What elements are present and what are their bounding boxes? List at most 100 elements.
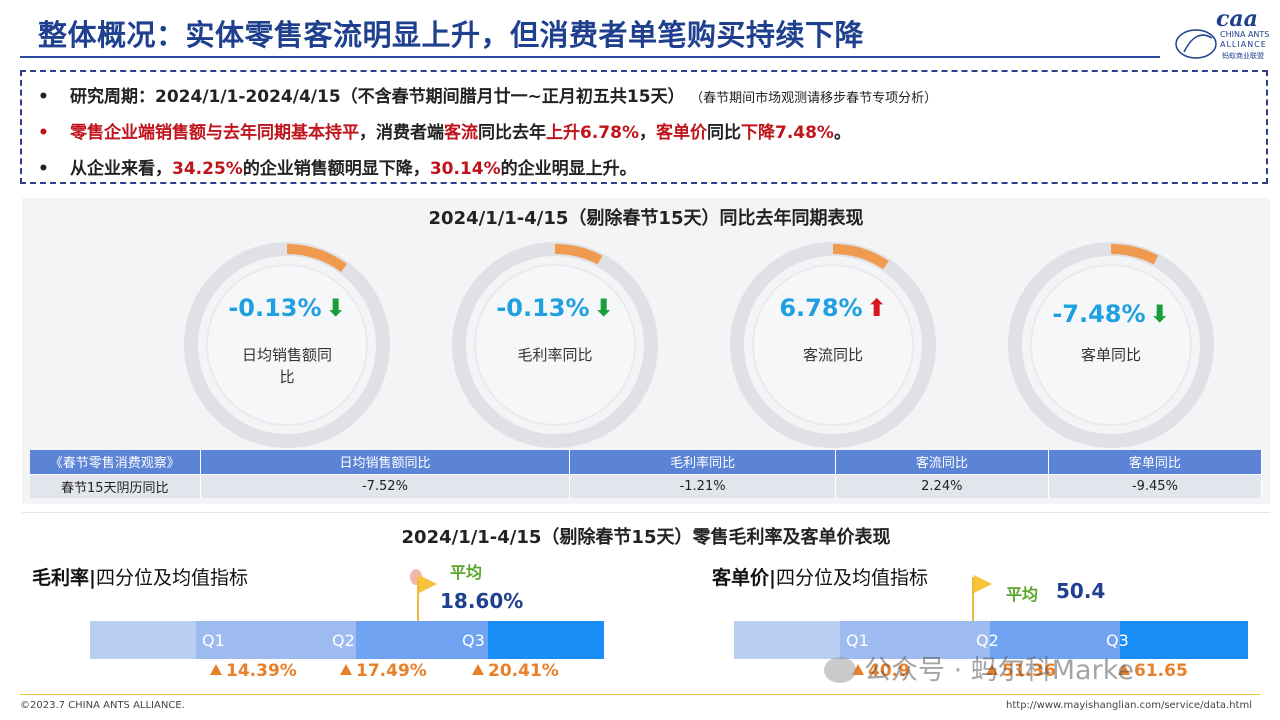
period-text: 研究周期：2024/1/1-2024/4/15（不含春节期间腊月廿一~正月初五共… <box>70 87 685 107</box>
quartile-label: Q2 <box>976 631 999 650</box>
bar-segment-above-q3 <box>1120 621 1248 659</box>
quartile-value-text: 51.36 <box>1002 661 1056 681</box>
flag-pole <box>972 577 974 629</box>
sales-text-8: 同比 <box>706 123 741 143</box>
ticket-subtitle: 客单价|四分位及均值指标 <box>712 563 928 590</box>
summary-box: • 研究周期：2024/1/1-2024/4/15（不含春节期间腊月廿一~正月初五… <box>20 70 1268 184</box>
triangle-up-icon <box>472 664 484 675</box>
quartile-value-text: 14.39% <box>226 661 297 681</box>
table-header: 《春节零售消费观察》 <box>30 450 201 474</box>
flag-icon <box>974 575 992 593</box>
logo-line3: 蚂蚁商业联盟 <box>1222 52 1264 60</box>
watermark-text: 公众号 · 蚂尔科Marke <box>864 655 1134 686</box>
quartile-panel: 2024/1/1-4/15（剔除春节15天）零售毛利率及客单价表现 毛利率|四分… <box>22 512 1270 694</box>
quartile-title: 2024/1/1-4/15（剔除春节15天）零售毛利率及客单价表现 <box>401 527 891 548</box>
ticket-avg-word: 平均 <box>1006 585 1039 604</box>
table-cell: -1.21% <box>569 473 836 498</box>
enterprise-text-1: 从企业来看， <box>70 159 172 179</box>
ticket-avg-value: 50.4 <box>1056 579 1106 603</box>
quartile-value-text: 61.65 <box>1134 661 1188 681</box>
wechat-watermark: 公众号 · 蚂尔科Marke <box>824 648 1134 687</box>
quartile-value: 20.41% <box>472 661 559 681</box>
wechat-icon <box>824 657 856 683</box>
logo-line2: ALLIANCE <box>1220 40 1267 49</box>
margin-quartile-bar: Q1 Q2 Q3 <box>90 621 604 659</box>
gauge-label: 客流同比 <box>802 346 863 364</box>
bar-segment-q2-q3 <box>990 621 1120 659</box>
quartile-label: Q3 <box>462 631 485 650</box>
gauge-value-row: -0.13% ⬇ <box>202 294 372 322</box>
gauge-ring-icon <box>184 242 390 448</box>
sales-text-10: 。 <box>833 123 851 143</box>
quartile-label: Q1 <box>202 631 225 650</box>
gauge-label: 客单同比 <box>1080 346 1141 364</box>
copyright: ©2023.7 CHINA ANTS ALLIANCE. <box>20 700 185 711</box>
ticket-down-text: 下降7.48% <box>740 123 834 143</box>
table-cell: -7.52% <box>200 473 571 498</box>
table-cell: 2.24% <box>835 473 1049 498</box>
spring-festival-table: 《春节零售消费观察》 日均销售额同比 毛利率同比 客流同比 客单同比 春节15天… <box>30 450 1263 498</box>
down-arrow-icon: ⬇ <box>325 294 346 322</box>
ticket-subtitle-rest: 四分位及均值指标 <box>775 567 928 589</box>
logo-line1: CHINA ANTS <box>1220 30 1270 39</box>
table-row: 春节15天阴历同比 -7.52% -1.21% 2.24% -9.45% <box>30 473 1263 498</box>
up-arrow-icon: ⬆ <box>866 294 887 322</box>
quartile-value-text: 40.9 <box>868 661 910 681</box>
ticket-quartile-bar: Q1 Q2 Q3 <box>734 621 1248 659</box>
quartile-value: 17.49% <box>340 661 427 681</box>
gauge-value: -7.48% <box>1052 300 1146 328</box>
yoy-panel: 2024/1/1-4/15（剔除春节15天）同比去年同期表现 -0.13% ⬇ 日… <box>22 198 1270 504</box>
bullet-dot: • <box>38 87 49 107</box>
table-header: 日均销售额同比 <box>200 450 571 474</box>
summary-bullet-period: • 研究周期：2024/1/1-2024/4/15（不含春节期间腊月廿一~正月初五… <box>38 82 937 107</box>
triangle-up-icon <box>986 664 998 675</box>
gauge-ring-icon <box>452 242 658 448</box>
margin-subtitle: 毛利率|四分位及均值指标 <box>32 563 248 590</box>
gauge-value: -0.13% <box>496 294 590 322</box>
quartile-value: 61.65 <box>1118 661 1188 681</box>
sales-text-7: 客单价 <box>655 123 707 143</box>
footer-url[interactable]: http://www.mayishanglian.com/service/dat… <box>1006 700 1252 711</box>
gauge-ticket: -7.48% ⬇ 客单同比 <box>1008 234 1214 448</box>
table-header: 客流同比 <box>835 450 1049 474</box>
enterprise-up-pct: 30.14% <box>429 159 501 179</box>
bar-segment-q2-q3 <box>356 621 488 659</box>
triangle-up-icon <box>1118 664 1130 675</box>
gauge-daily-sales: -0.13% ⬇ 日均销售额同比 <box>184 234 390 448</box>
summary-bullet-enterprise: • 从企业来看，34.25%的企业销售额明显下降，30.14%的企业明显上升。 <box>38 154 637 179</box>
flag-pole <box>417 577 419 629</box>
quartile-label: Q2 <box>332 631 355 650</box>
gauge-value-row: 6.78% ⬆ <box>748 294 918 322</box>
gauge-value-row: -7.48% ⬇ <box>1026 300 1196 328</box>
quartile-value: 51.36 <box>986 661 1056 681</box>
ticket-subtitle-bold: 客单价| <box>712 567 776 589</box>
table-cell: -9.45% <box>1048 473 1263 498</box>
bullet-dot: • <box>38 123 49 143</box>
gauge-value-row: -0.13% ⬇ <box>470 294 640 322</box>
gauge-label: 毛利率同比 <box>517 346 593 364</box>
quartile-label: Q1 <box>846 631 869 650</box>
margin-avg-word: 平均 <box>450 563 483 582</box>
quartile-label: Q3 <box>1106 631 1129 650</box>
gauge-label: 日均销售额同比 <box>241 346 332 386</box>
triangle-up-icon <box>852 664 864 675</box>
margin-subtitle-bold: 毛利率| <box>32 567 96 589</box>
triangle-up-icon <box>210 664 222 675</box>
gauge-value: 6.78% <box>779 294 863 322</box>
enterprise-text-5: 的企业明显上升。 <box>500 159 637 179</box>
period-note: （春节期间市场观测请移步春节专项分析） <box>696 91 938 106</box>
margin-avg-value: 18.60% <box>440 589 524 613</box>
bar-segment-below-q1 <box>90 621 196 659</box>
sales-text-3: 客流 <box>444 123 478 143</box>
table-header: 客单同比 <box>1048 450 1263 474</box>
bar-segment-above-q3 <box>488 621 604 659</box>
footer-divider <box>20 694 1260 695</box>
table-header: 毛利率同比 <box>569 450 836 474</box>
bullet-dot: • <box>38 159 49 179</box>
sales-text-6: ， <box>638 123 656 143</box>
gauge-gross-margin: -0.13% ⬇ 毛利率同比 <box>452 234 658 448</box>
quartile-value-text: 20.41% <box>488 661 559 681</box>
down-arrow-icon: ⬇ <box>1149 300 1170 328</box>
traffic-up-text: 上升6.78% <box>546 123 639 143</box>
yoy-title: 2024/1/1-4/15（剔除春节15天）同比去年同期表现 <box>428 208 864 229</box>
